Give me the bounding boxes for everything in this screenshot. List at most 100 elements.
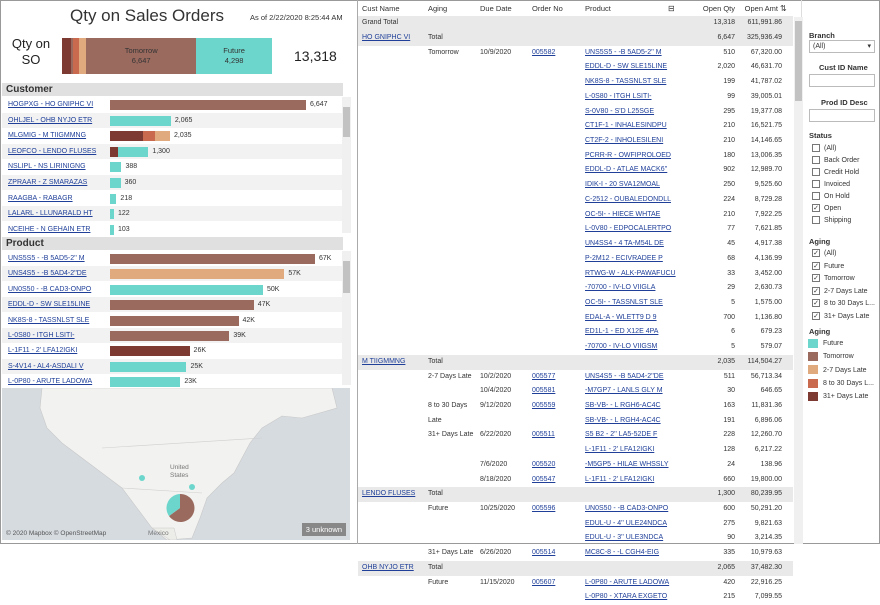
prod-id-input[interactable] [809, 109, 875, 122]
cell-order[interactable]: 005511 [532, 431, 555, 439]
cell-prod[interactable]: CT1F-1 - INHALESINDPU [585, 122, 667, 130]
checkbox[interactable] [812, 192, 820, 201]
cell-prod[interactable]: NK8S-8 - TASSNLST SLE [585, 78, 667, 86]
checkbox[interactable] [812, 180, 820, 189]
cell-prod[interactable]: -70700 - IV-LO VIIGLA [585, 284, 656, 292]
customer-name-link[interactable]: LALARL - LLUNARALD HT [8, 210, 93, 218]
branch-dropdown[interactable]: (All) ▾ [809, 40, 875, 53]
checkbox[interactable] [812, 156, 820, 165]
cell-prod[interactable]: EDDL-D - ATLAE MACK6'' [585, 166, 668, 174]
customer-row[interactable]: LALARL - LLUNARALD HT 122 [2, 206, 342, 222]
product-row[interactable]: L-0P80 - ARUTE LADOWA 23K [2, 374, 342, 389]
cell-prod[interactable]: L-1F11 - 2' LFA12IGKI [585, 475, 655, 483]
col-header-aging[interactable]: Aging [428, 4, 448, 13]
aging-option[interactable]: ✓ Future [812, 261, 880, 273]
legend-item[interactable]: 31+ Days Late [808, 391, 868, 403]
qty-segment[interactable] [73, 38, 80, 74]
aging-option[interactable]: ✓ 31+ Days Late [812, 311, 880, 323]
cell-prod[interactable]: L-1F11 - 2' LFA12IGKI [585, 446, 655, 454]
customer-bar[interactable] [110, 131, 170, 142]
status-option[interactable]: Back Order [812, 155, 880, 167]
aging-option[interactable]: ✓ 2-7 Days Late [812, 286, 880, 298]
customer-bar[interactable] [110, 224, 114, 235]
customer-name-link[interactable]: MLGMIG - M TIIGMMNG [8, 132, 87, 140]
product-bar[interactable] [110, 269, 285, 280]
checkbox[interactable]: ✓ [812, 299, 820, 308]
aging-option[interactable]: ✓ Tomorrow [812, 273, 880, 285]
product-name-link[interactable]: L-0P80 - ARUTE LADOWA [8, 378, 93, 386]
product-bar[interactable] [110, 284, 263, 295]
status-option[interactable]: ✓ Open [812, 203, 880, 215]
customer-scrollbar[interactable] [342, 97, 351, 233]
qty-segment-future[interactable]: Future 4,298 [196, 38, 272, 74]
col-header-order-no[interactable]: Order No [532, 4, 563, 13]
customer-bar[interactable] [110, 115, 171, 126]
cell-prod[interactable]: C-2512 - OUBALEDONDLL [585, 195, 671, 203]
customer-name-link[interactable]: OHLJEL - OHB NYJO ETR [8, 116, 93, 124]
cell-cust[interactable]: OHB NYJO ETR [362, 563, 414, 571]
qty-segment-tomorrow[interactable]: Tomorrow 6,647 [85, 38, 197, 74]
cell-prod[interactable]: SB-VB- - L RGH6-AC4C [585, 402, 661, 409]
cust-id-input[interactable] [809, 74, 875, 87]
customer-bar[interactable] [110, 193, 117, 204]
cell-prod[interactable]: UN4SS4 - 4 TA-M54L DE [585, 240, 664, 248]
product-bar[interactable] [110, 346, 190, 357]
cell-order[interactable]: 005577 [532, 372, 556, 380]
product-row[interactable]: S-4V14 - AL4-ASDALI V 25K [2, 358, 342, 374]
customer-row[interactable]: NCEIHE - N GEHAIN ETR 103 [2, 222, 342, 237]
customer-name-link[interactable]: LEOFCO - LENDO FLUSES [8, 147, 97, 155]
checkbox[interactable] [812, 216, 820, 225]
product-row[interactable]: UNS4S5 - -B 5AD4-2''DE 57K [2, 266, 342, 282]
cell-cust[interactable]: LENDO FLUSES [362, 490, 416, 498]
customer-name-link[interactable]: RAAGBA - RABAGR [8, 194, 73, 202]
customer-name-link[interactable]: ZPRAAR - Z SMARAZAS [8, 179, 88, 186]
col-header-open-amt[interactable]: Open Amt [744, 4, 778, 13]
status-option[interactable]: Invoiced [812, 179, 880, 191]
cell-order[interactable]: 005559 [532, 402, 556, 409]
cell-prod[interactable]: EDDL-D - SW SLE15LINE [585, 63, 668, 71]
col-header-due-date[interactable]: Due Date [480, 4, 512, 13]
customer-name-link[interactable]: NSLIPL - NS LIRINIGNG [8, 163, 86, 171]
customer-row[interactable]: OHLJEL - OHB NYJO ETR 2,065 [2, 112, 342, 128]
cell-order[interactable]: 005582 [532, 48, 556, 56]
status-option[interactable]: (All) [812, 143, 880, 155]
customer-row[interactable]: RAAGBA - RABAGR 218 [2, 191, 342, 206]
cell-prod[interactable]: L-0V80 - EDPOCALERTPO [585, 225, 672, 233]
col-header-cust-name[interactable]: Cust Name [362, 4, 400, 13]
product-row[interactable]: L-1F11 - 2' LFA12IGKI 26K [2, 343, 342, 358]
customer-bar[interactable] [110, 162, 122, 173]
product-name-link[interactable]: UN0S50 - -B CAD3-ONPO [8, 285, 92, 293]
customer-row[interactable]: LEOFCO - LENDO FLUSES 1,300 [2, 143, 342, 159]
checkbox[interactable] [812, 168, 820, 177]
customer-name-link[interactable]: HOGPXG - HO GNIPHC VI [8, 101, 94, 108]
aging-option[interactable]: ✓ 8 to 30 Days L... [812, 298, 880, 310]
legend-item[interactable]: 8 to 30 Days L... [808, 378, 874, 390]
qty-segment[interactable] [62, 38, 72, 74]
cell-prod[interactable]: EDUL-U - 3'' ULE3NDCA [585, 534, 664, 542]
unknown-locations-tag[interactable]: 3 unknown [301, 523, 346, 536]
legend-item[interactable]: Tomorrow [808, 351, 854, 363]
customer-bar[interactable] [110, 178, 121, 188]
cell-prod[interactable]: L-0P80 - XTARA EXGETO [585, 593, 668, 601]
cell-order[interactable]: 005607 [532, 578, 556, 586]
product-name-link[interactable]: NK8S-8 - TASSNLST SLE [8, 316, 90, 324]
cell-order[interactable]: 005520 [532, 460, 556, 468]
customer-row[interactable]: MLGMIG - M TIIGMMNG 2,035 [2, 128, 342, 143]
product-bar[interactable] [110, 377, 181, 388]
col-header-open-qty[interactable]: Open Qty [702, 4, 735, 13]
filter-icon[interactable]: ⊟ [668, 4, 675, 13]
product-bar[interactable] [110, 300, 254, 311]
cell-prod[interactable]: EDAL-A - WLETT9 D 9 [585, 313, 657, 321]
cell-prod[interactable]: RTWG-W - ALK-PAWAFUCU [585, 269, 676, 277]
cell-prod[interactable]: UN0S50 - -B CAD3-ONPO [585, 505, 669, 513]
cell-prod[interactable]: L-0P80 - ARUTE LADOWA [585, 578, 670, 586]
checkbox[interactable]: ✓ [812, 274, 820, 283]
cell-prod[interactable]: -M7GP7 - LANLS GLY M [585, 387, 663, 395]
cell-order[interactable]: 005581 [532, 387, 556, 395]
cell-prod[interactable]: ED1L-1 - ED X12E 4PA [585, 328, 659, 336]
cell-cust[interactable]: M TIIGMMNG [362, 357, 406, 365]
cell-order[interactable]: 005596 [532, 505, 556, 513]
qty-segment[interactable] [71, 38, 74, 74]
status-option[interactable]: On Hold [812, 191, 880, 203]
cell-prod[interactable]: -M5GP5 - HILAE WHSSLY [585, 460, 669, 468]
